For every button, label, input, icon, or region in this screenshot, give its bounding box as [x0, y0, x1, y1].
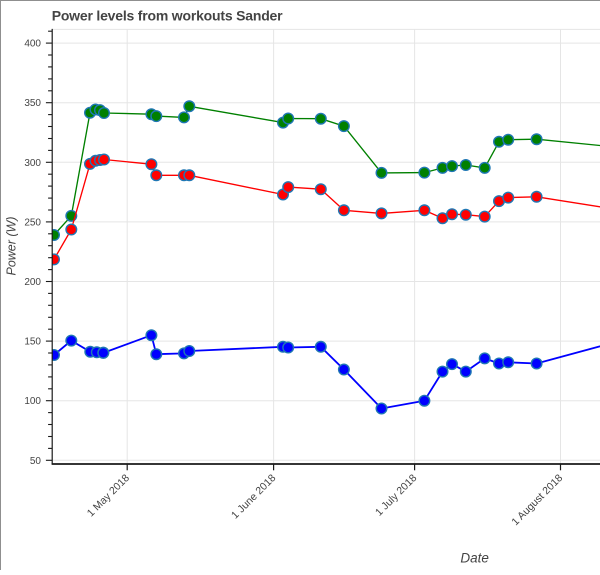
- svg-text:150: 150: [24, 337, 41, 348]
- svg-text:250: 250: [24, 217, 41, 228]
- svg-text:100: 100: [24, 396, 41, 407]
- svg-text:Date: Date: [460, 551, 489, 566]
- svg-text:Power (W): Power (W): [5, 216, 19, 275]
- svg-text:400: 400: [24, 39, 41, 50]
- svg-text:Power levels from workouts San: Power levels from workouts Sander: [52, 8, 283, 24]
- svg-text:300: 300: [24, 158, 41, 169]
- svg-text:350: 350: [24, 98, 41, 109]
- svg-text:50: 50: [30, 456, 42, 467]
- svg-text:200: 200: [24, 277, 41, 288]
